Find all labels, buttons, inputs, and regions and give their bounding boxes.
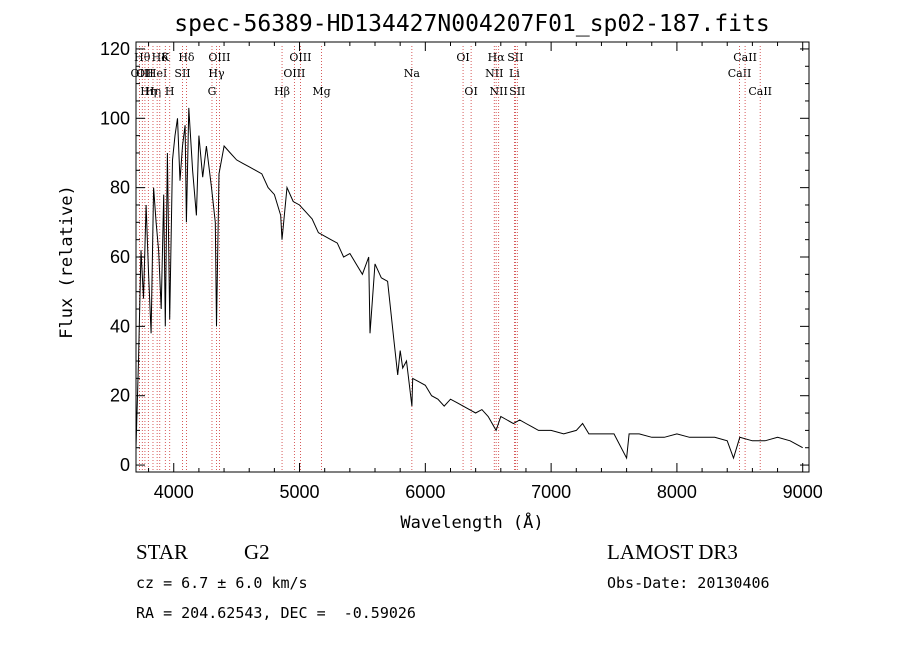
- marker-label: NII: [485, 67, 503, 80]
- marker-label: H: [165, 85, 175, 98]
- marker-label: HeI: [147, 67, 167, 80]
- marker-label: Mg: [312, 85, 330, 98]
- marker-label: Hδ: [178, 51, 195, 64]
- y-tick-label: 60: [110, 247, 130, 267]
- marker-label: SII: [507, 51, 523, 64]
- marker-label: Hβ: [274, 85, 290, 98]
- y-tick-label: 20: [110, 386, 130, 406]
- marker-label: SII: [509, 85, 525, 98]
- x-axis-ticks: 4000 5000 6000 7000 8000 9000: [148, 42, 823, 502]
- x-tick-label: 7000: [531, 482, 571, 502]
- marker-label: OI: [456, 51, 469, 64]
- y-axis-ticks: 0 20 40 60 80 100 120: [100, 39, 809, 475]
- marker-label: Hγ: [208, 67, 225, 80]
- marker-label: OII: [131, 67, 149, 80]
- marker-label: K: [161, 51, 170, 64]
- marker-label: OIII: [208, 51, 230, 64]
- marker-label: Hδ: [152, 51, 169, 64]
- marker-label: CaII: [728, 67, 752, 80]
- marker-label: CaII: [748, 85, 772, 98]
- x-tick-label: 9000: [783, 482, 823, 502]
- marker-label: OIII: [283, 67, 305, 80]
- object-type: STAR: [136, 540, 188, 564]
- x-tick-label: 6000: [405, 482, 445, 502]
- marker-label: CaII: [733, 51, 757, 64]
- y-tick-label: 120: [100, 39, 130, 59]
- x-tick-label: 4000: [154, 482, 194, 502]
- y-axis-label: Flux (relative): [57, 185, 77, 339]
- coordinates-text: RA = 204.62543, DEC = -0.59026: [136, 604, 416, 622]
- object-subclass: G2: [244, 540, 270, 564]
- spectrum-line: [135, 107, 803, 460]
- chart-title: spec-56389-HD134427N004207F01_sp02-187.f…: [174, 11, 769, 37]
- marker-label: OII: [136, 67, 154, 80]
- y-tick-label: 80: [110, 178, 130, 198]
- marker-label: Hα: [488, 51, 506, 64]
- y-tick-label: 40: [110, 316, 130, 336]
- redshift-text: cz = 6.7 ± 6.0 km/s: [136, 574, 308, 592]
- x-tick-label: 8000: [657, 482, 697, 502]
- x-tick-label: 5000: [280, 482, 320, 502]
- spectral-line-markers: OIIHθOIIHηHηHeIHδKHSIIHδGHγOIIIHβOIIIOII…: [131, 46, 772, 472]
- plot-frame: [135, 41, 810, 473]
- y-tick-label: 100: [100, 108, 130, 128]
- marker-label: Li: [509, 67, 520, 80]
- marker-label: SII: [174, 67, 190, 80]
- marker-label: G: [208, 85, 217, 98]
- marker-label: Hθ: [134, 51, 151, 64]
- marker-label: OIII: [289, 51, 311, 64]
- marker-label: Na: [404, 67, 421, 80]
- marker-label: NII: [490, 85, 508, 98]
- y-tick-label: 0: [120, 455, 130, 475]
- obs-date: Obs-Date: 20130406: [607, 574, 770, 592]
- marker-label: OI: [464, 85, 477, 98]
- survey-name: LAMOST DR3: [607, 540, 738, 564]
- marker-label: Hη: [140, 85, 156, 98]
- x-axis-label: Wavelength (Å): [400, 511, 543, 533]
- marker-label: Hη: [145, 85, 161, 98]
